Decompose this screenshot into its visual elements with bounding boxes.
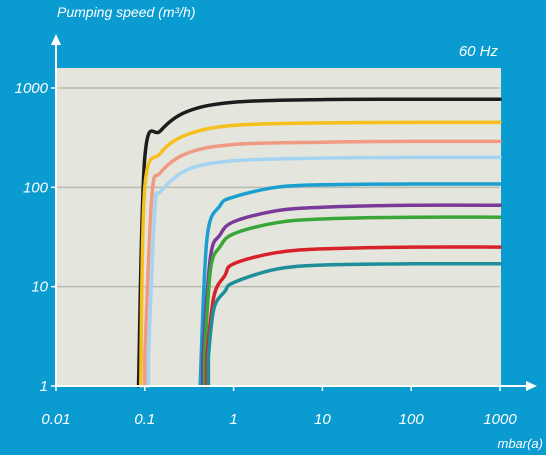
series-line-8 [205, 245, 502, 388]
series-line-7 [202, 215, 502, 388]
series-layer [136, 97, 502, 388]
x-tick-label: 1000 [483, 411, 517, 428]
series-line-6 [201, 203, 502, 388]
y-tick-label: 10 [31, 279, 48, 296]
x-tick-label: 100 [399, 411, 425, 428]
series-line-2 [138, 120, 502, 388]
series-line-9 [206, 261, 502, 388]
y-axis-arrow-icon [51, 34, 61, 45]
y-tick-label: 1000 [15, 80, 49, 97]
axes [51, 34, 537, 391]
frequency-annotation: 60 Hz [459, 43, 499, 60]
x-tick-label: 1 [229, 411, 237, 428]
plot-area [56, 68, 501, 386]
x-tick-label: 10 [314, 411, 331, 428]
x-tick-label: 0.1 [134, 411, 155, 428]
y-tick-label: 1 [40, 378, 48, 395]
series-line-4 [146, 155, 502, 388]
x-axis-arrow-icon [526, 381, 537, 391]
series-line-5 [198, 182, 502, 388]
x-tick-labels: 0.01 0.1 1 10 100 1000 [41, 386, 517, 428]
series-line-3 [143, 139, 502, 388]
x-tick-label: 0.01 [41, 411, 70, 428]
y-axis-title: Pumping speed (m³/h) [57, 4, 196, 20]
x-axis-unit: mbar(a) [497, 436, 543, 451]
y-tick-labels: 1 10 100 1000 [15, 80, 56, 395]
y-tick-label: 100 [23, 179, 49, 196]
